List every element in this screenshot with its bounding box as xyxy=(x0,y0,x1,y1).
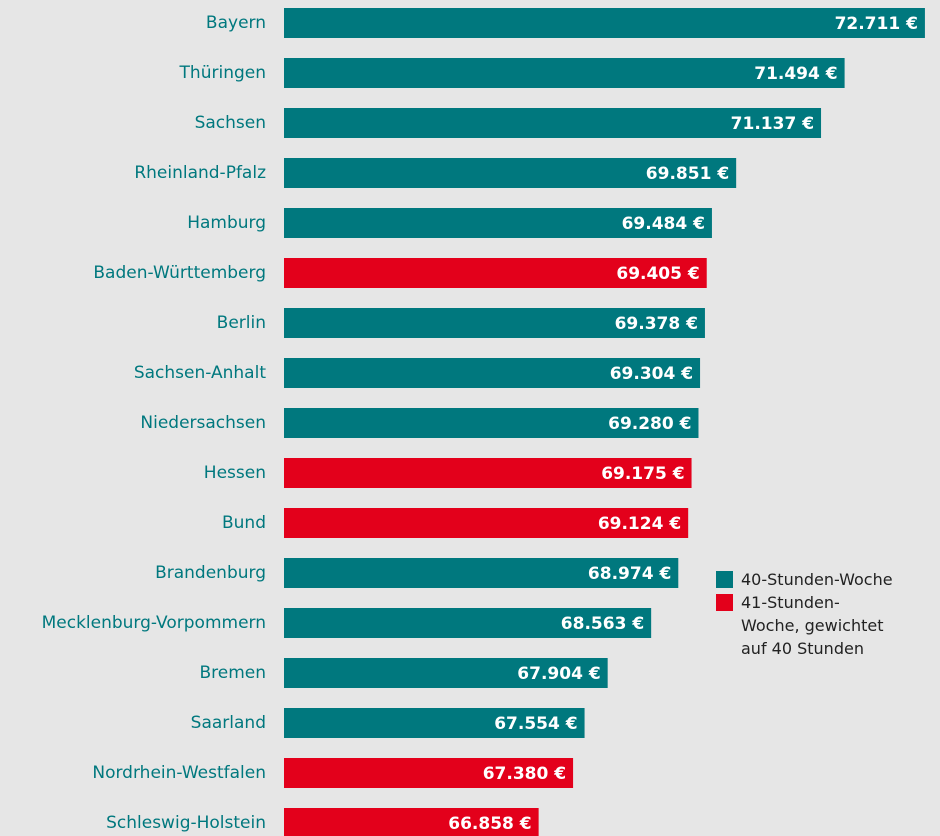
bar xyxy=(284,708,585,738)
value-label: 67.380 € xyxy=(483,764,566,784)
bar xyxy=(284,208,712,238)
bar xyxy=(284,358,701,388)
category-label: Saarland xyxy=(191,713,266,733)
bar xyxy=(284,8,925,38)
value-label: 71.137 € xyxy=(731,114,814,134)
category-label: Sachsen-Anhalt xyxy=(134,363,266,383)
legend-item: 41-Stunden-Woche, gewichtet auf 40 Stund… xyxy=(716,591,940,660)
category-label: Baden-Württemberg xyxy=(93,263,266,283)
bar xyxy=(284,558,679,588)
bar xyxy=(284,58,845,88)
value-label: 72.711 € xyxy=(835,14,918,34)
bar xyxy=(284,508,689,538)
bar xyxy=(284,408,699,438)
value-label: 67.904 € xyxy=(517,664,600,684)
category-label: Hamburg xyxy=(187,213,266,233)
category-label: Niedersachsen xyxy=(140,413,266,433)
value-label: 69.484 € xyxy=(622,214,705,234)
value-label: 68.563 € xyxy=(561,614,644,634)
bar xyxy=(284,258,707,288)
category-label: Schleswig-Holstein xyxy=(106,813,266,833)
category-label: Berlin xyxy=(217,313,266,333)
value-label: 67.554 € xyxy=(494,714,577,734)
bar xyxy=(284,158,737,188)
bar xyxy=(284,658,608,688)
category-label: Hessen xyxy=(204,463,266,483)
legend-swatch xyxy=(716,571,733,588)
value-label: 69.405 € xyxy=(616,264,699,284)
value-label: 69.378 € xyxy=(615,314,698,334)
value-label: 69.175 € xyxy=(601,464,684,484)
category-label: Bayern xyxy=(206,13,266,33)
category-label: Thüringen xyxy=(179,63,266,83)
category-label: Brandenburg xyxy=(155,563,266,583)
value-label: 66.858 € xyxy=(448,814,531,834)
value-label: 69.124 € xyxy=(598,514,681,534)
legend-label: 40-Stunden-Woche xyxy=(741,570,893,589)
bar xyxy=(284,458,692,488)
category-label: Bremen xyxy=(199,663,266,683)
legend-swatch xyxy=(716,594,733,611)
category-label: Nordrhein-Westfalen xyxy=(92,763,266,783)
category-label: Bund xyxy=(222,513,266,533)
category-label: Mecklenburg-Vorpommern xyxy=(42,613,266,633)
value-label: 71.494 € xyxy=(754,64,837,84)
legend-item: 40-Stunden-Woche xyxy=(716,568,940,591)
value-label: 69.304 € xyxy=(610,364,693,384)
legend-label: 41-Stunden-Woche, gewichtet auf 40 Stund… xyxy=(741,593,884,658)
value-label: 68.974 € xyxy=(588,564,671,584)
category-label: Sachsen xyxy=(195,113,266,133)
legend: 40-Stunden-Woche 41-Stunden-Woche, gewich… xyxy=(716,568,940,660)
bar xyxy=(284,608,652,638)
value-label: 69.851 € xyxy=(646,164,729,184)
category-label: Rheinland-Pfalz xyxy=(134,163,266,183)
bar xyxy=(284,108,822,138)
bar xyxy=(284,758,574,788)
bar xyxy=(284,808,539,836)
bar xyxy=(284,308,705,338)
value-label: 69.280 € xyxy=(608,414,691,434)
